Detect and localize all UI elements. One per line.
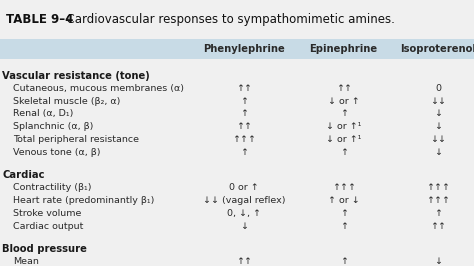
Text: ↓ or ↑: ↓ or ↑ [328, 97, 359, 106]
Text: ↑: ↑ [340, 110, 347, 118]
Text: Renal (α, D₁): Renal (α, D₁) [13, 110, 73, 118]
Text: 0 or ↑: 0 or ↑ [229, 184, 259, 192]
Text: ↑: ↑ [340, 148, 347, 157]
Text: ↑: ↑ [240, 148, 248, 157]
Text: Phenylephrine: Phenylephrine [203, 44, 285, 54]
Text: Heart rate (predominantly β₁): Heart rate (predominantly β₁) [13, 196, 154, 205]
Text: Cardiac: Cardiac [2, 170, 45, 180]
Text: ↓ or ↑¹: ↓ or ↑¹ [326, 135, 361, 144]
Text: Total peripheral resistance: Total peripheral resistance [13, 135, 139, 144]
Text: ↓ or ↑¹: ↓ or ↑¹ [326, 122, 361, 131]
Text: ↓: ↓ [435, 110, 442, 118]
Text: 0: 0 [436, 84, 441, 93]
Text: Mean: Mean [13, 257, 39, 266]
Text: Stroke volume: Stroke volume [13, 209, 81, 218]
Text: ↑: ↑ [240, 97, 248, 106]
Text: Cardiac output: Cardiac output [13, 222, 83, 231]
Text: ↑: ↑ [435, 209, 442, 218]
Text: ↑: ↑ [240, 110, 248, 118]
Text: ↓↓: ↓↓ [430, 135, 447, 144]
Text: Blood pressure: Blood pressure [2, 244, 87, 254]
Text: ↓: ↓ [240, 222, 248, 231]
Text: Venous tone (α, β): Venous tone (α, β) [13, 148, 100, 157]
Text: 0, ↓, ↑: 0, ↓, ↑ [227, 209, 261, 218]
Text: ↓: ↓ [435, 122, 442, 131]
Text: ↓: ↓ [435, 148, 442, 157]
Text: Vascular resistance (tone): Vascular resistance (tone) [2, 71, 150, 81]
Text: ↑↑↑: ↑↑↑ [427, 184, 450, 192]
Text: ↑↑: ↑↑ [236, 122, 252, 131]
Bar [0, 39, 474, 59]
Text: ↓↓ (vagal reflex): ↓↓ (vagal reflex) [203, 196, 285, 205]
Text: Splanchnic (α, β): Splanchnic (α, β) [13, 122, 93, 131]
Text: ↓↓: ↓↓ [430, 97, 447, 106]
Text: Cutaneous, mucous membranes (α): Cutaneous, mucous membranes (α) [13, 84, 184, 93]
Text: Skeletal muscle (β₂, α): Skeletal muscle (β₂, α) [13, 97, 120, 106]
Text: Contractility (β₁): Contractility (β₁) [13, 184, 91, 192]
Text: ↑↑↑: ↑↑↑ [232, 135, 256, 144]
Text: ↑↑↑: ↑↑↑ [332, 184, 356, 192]
Text: Epinephrine: Epinephrine [310, 44, 378, 54]
Text: ↑: ↑ [340, 222, 347, 231]
Text: ↑↑: ↑↑ [336, 84, 352, 93]
Text: Cardiovascular responses to sympathomimetic amines.: Cardiovascular responses to sympathomime… [59, 13, 395, 26]
Text: ↑↑↑: ↑↑↑ [427, 196, 450, 205]
Text: ↑↑: ↑↑ [430, 222, 447, 231]
Text: ↑↑: ↑↑ [236, 257, 252, 266]
Text: ↓: ↓ [435, 257, 442, 266]
Text: ↑: ↑ [340, 209, 347, 218]
Text: ↑↑: ↑↑ [236, 84, 252, 93]
Text: ↑ or ↓: ↑ or ↓ [328, 196, 359, 205]
Text: ↑: ↑ [340, 257, 347, 266]
Text: Isoproterenol: Isoproterenol [401, 44, 474, 54]
Text: TABLE 9–4: TABLE 9–4 [6, 13, 73, 26]
